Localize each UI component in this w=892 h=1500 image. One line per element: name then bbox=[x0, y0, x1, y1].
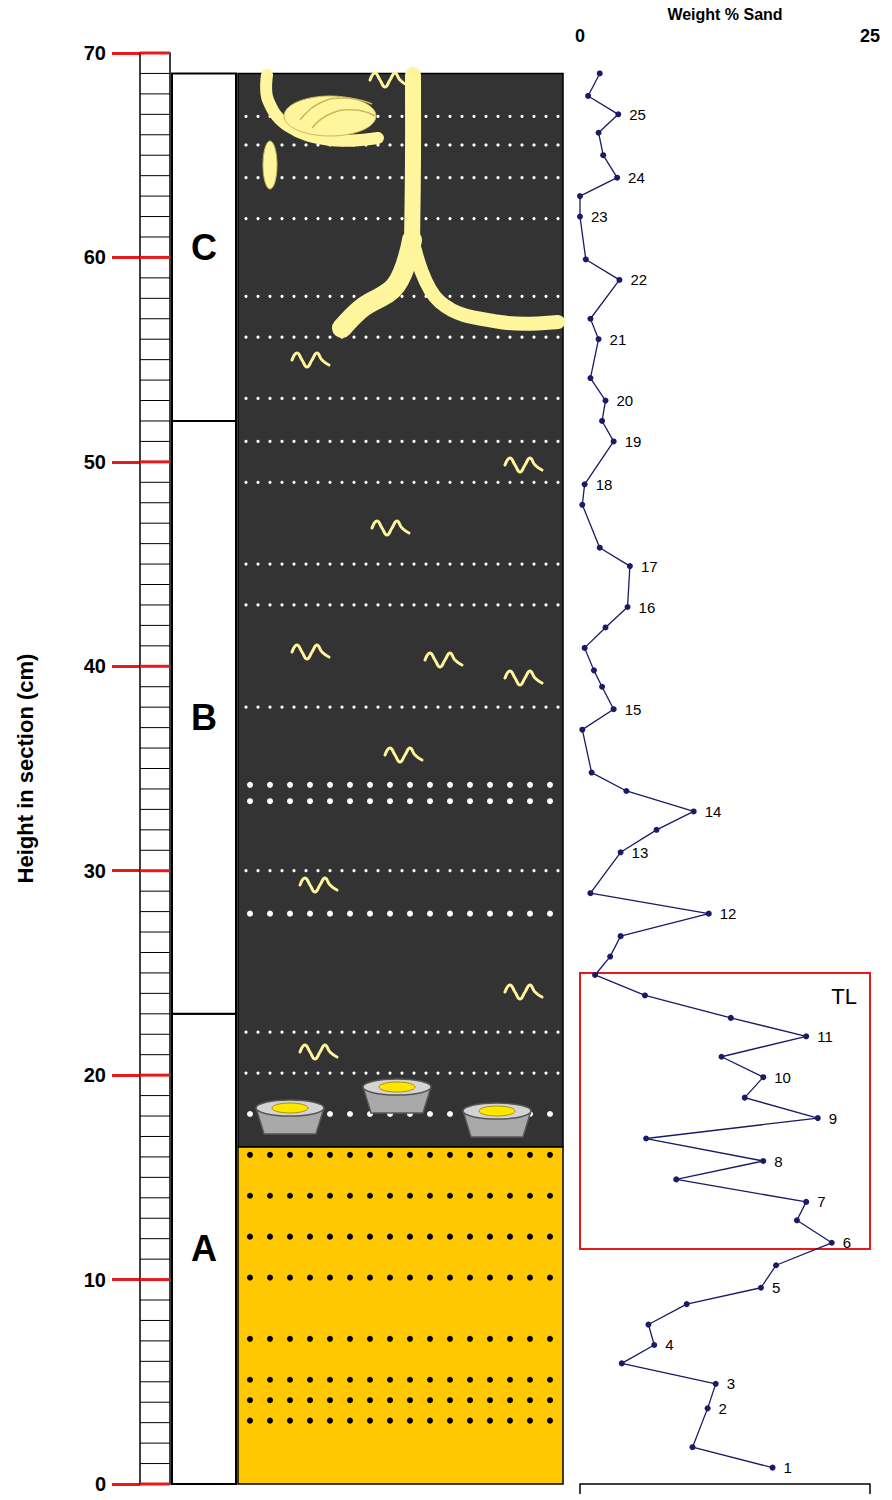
svg-text:23: 23 bbox=[591, 208, 608, 225]
svg-text:C: C bbox=[191, 227, 217, 268]
svg-text:B: B bbox=[191, 697, 217, 738]
svg-text:1: 1 bbox=[784, 1459, 792, 1476]
svg-text:13: 13 bbox=[632, 844, 649, 861]
svg-text:0: 0 bbox=[95, 1473, 106, 1495]
svg-text:6: 6 bbox=[843, 1234, 851, 1251]
svg-text:5: 5 bbox=[772, 1279, 780, 1296]
svg-text:17: 17 bbox=[641, 558, 658, 575]
svg-text:TL: TL bbox=[831, 984, 857, 1009]
svg-text:8: 8 bbox=[774, 1153, 782, 1170]
svg-text:3: 3 bbox=[727, 1375, 735, 1392]
svg-text:22: 22 bbox=[630, 271, 647, 288]
svg-text:19: 19 bbox=[625, 433, 642, 450]
svg-text:30: 30 bbox=[84, 860, 106, 882]
svg-text:20: 20 bbox=[84, 1064, 106, 1086]
svg-text:9: 9 bbox=[829, 1110, 837, 1127]
svg-text:18: 18 bbox=[596, 476, 613, 493]
svg-text:21: 21 bbox=[610, 331, 627, 348]
svg-text:14: 14 bbox=[705, 803, 722, 820]
svg-text:50: 50 bbox=[84, 451, 106, 473]
svg-text:4: 4 bbox=[665, 1336, 673, 1353]
svg-text:10: 10 bbox=[84, 1269, 106, 1291]
svg-text:40: 40 bbox=[84, 655, 106, 677]
svg-text:20: 20 bbox=[617, 392, 634, 409]
svg-text:A: A bbox=[191, 1228, 217, 1269]
svg-text:2: 2 bbox=[719, 1400, 727, 1417]
svg-text:10: 10 bbox=[774, 1069, 791, 1086]
svg-text:25: 25 bbox=[629, 106, 646, 123]
svg-text:15: 15 bbox=[625, 701, 642, 718]
svg-text:24: 24 bbox=[628, 169, 645, 186]
svg-text:12: 12 bbox=[720, 905, 737, 922]
svg-text:0: 0 bbox=[575, 26, 585, 46]
svg-text:Height in section (cm): Height in section (cm) bbox=[13, 654, 38, 884]
svg-text:60: 60 bbox=[84, 246, 106, 268]
svg-text:7: 7 bbox=[817, 1193, 825, 1210]
svg-text:25: 25 bbox=[860, 26, 880, 46]
svg-text:70: 70 bbox=[84, 42, 106, 64]
svg-text:Weight % Sand: Weight % Sand bbox=[667, 6, 782, 23]
svg-text:11: 11 bbox=[817, 1028, 833, 1045]
svg-text:16: 16 bbox=[639, 599, 656, 616]
